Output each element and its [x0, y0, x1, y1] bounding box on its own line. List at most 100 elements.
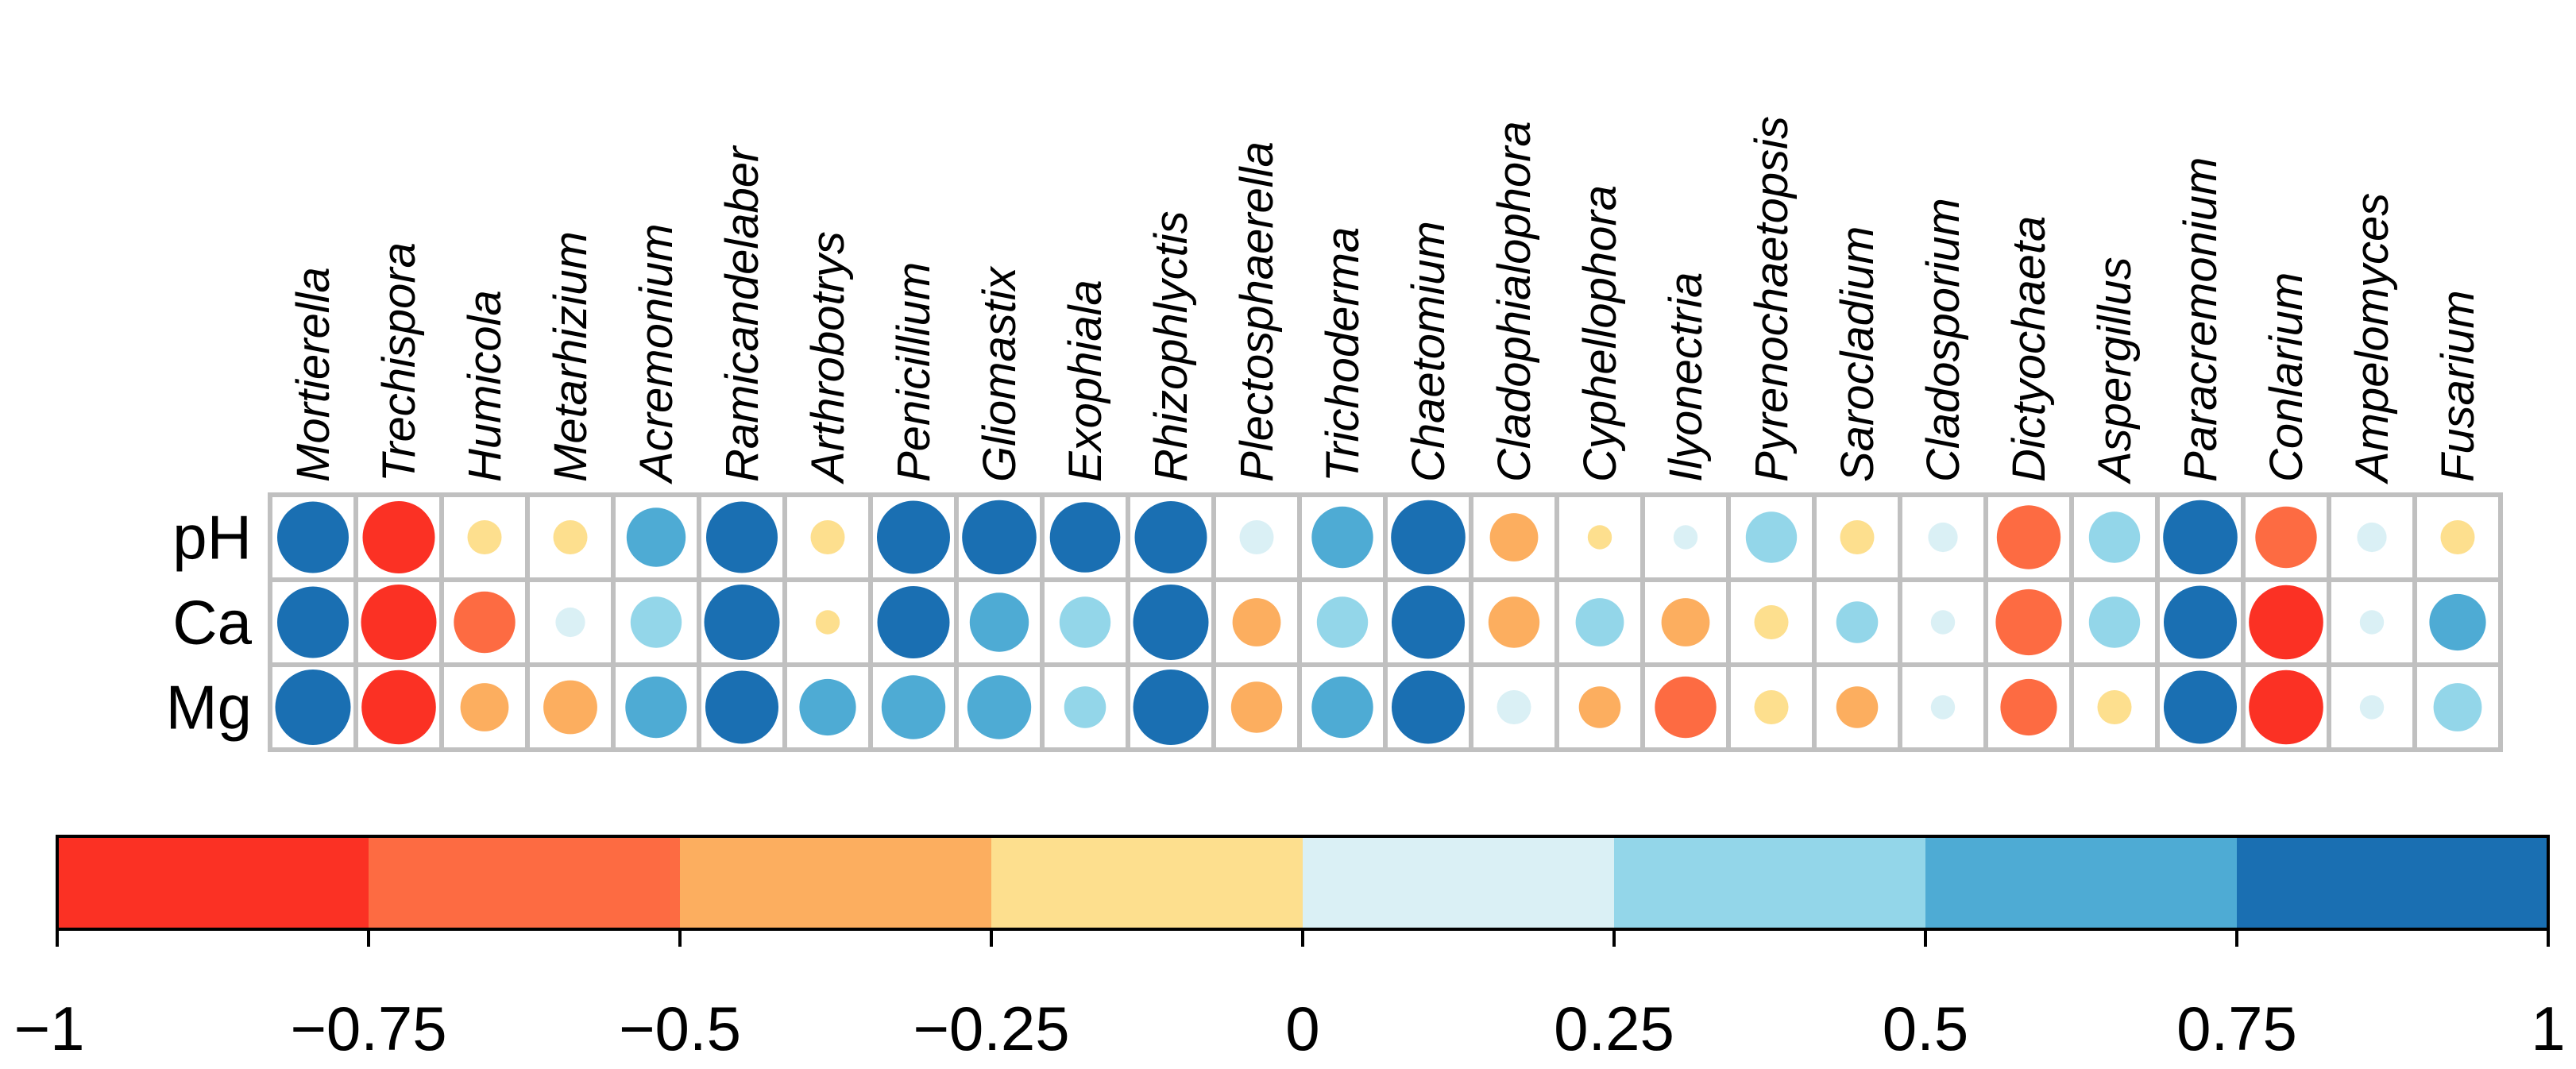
column-label: Trechispora: [373, 242, 425, 482]
correlation-dot: [1754, 690, 1789, 724]
colorbar: [56, 835, 2550, 931]
column-label: Cyphellophora: [1574, 185, 1626, 482]
column-label: Exophiala: [1060, 280, 1111, 482]
correlation-dot: [2097, 690, 2132, 724]
correlation-dot: [1059, 596, 1111, 648]
colorbar-tick-label: −0.75: [290, 994, 446, 1063]
column-label: Gliomastix: [974, 265, 1025, 482]
correlation-dot: [2000, 678, 2057, 736]
correlation-dot: [553, 520, 588, 554]
correlation-dot: [2359, 610, 2385, 635]
correlation-dot: [706, 501, 778, 573]
column-label: Rhizophlyctis: [1145, 210, 1197, 482]
column-label: Ilyonectria: [1660, 272, 1712, 482]
column-label: Fusarium: [2432, 290, 2484, 482]
correlation-dot: [1392, 670, 1465, 744]
correlation-dot: [1311, 676, 1373, 739]
correlation-dot: [2164, 670, 2237, 744]
correlation-dot: [1995, 589, 2062, 656]
correlation-dot: [1311, 506, 1373, 569]
correlation-dot: [543, 680, 597, 735]
correlation-dot: [1230, 681, 1283, 733]
column-label: Mortierella: [288, 267, 339, 482]
correlation-dot: [1134, 501, 1207, 573]
correlation-dot: [969, 592, 1029, 652]
correlation-dot: [1133, 585, 1209, 660]
colorbar-tick-label: 1: [2531, 994, 2565, 1063]
correlation-dot: [1836, 601, 1879, 643]
colorbar-bin: [2237, 836, 2548, 929]
correlation-dot: [1745, 511, 1798, 563]
correlation-dot: [1064, 686, 1106, 728]
column-label: Chaetomium: [1403, 221, 1454, 482]
correlation-dot: [1497, 690, 1531, 724]
correlation-dot: [277, 586, 349, 658]
column-label: Penicillium: [888, 262, 940, 482]
correlation-dot: [277, 501, 349, 573]
correlation-dot: [1391, 500, 1466, 575]
colorbar-tick-label: 0.5: [1883, 994, 1968, 1063]
row-label: Mg: [166, 673, 252, 743]
correlation-dot: [810, 520, 845, 554]
correlation-dot: [2088, 596, 2141, 648]
column-label: Conlarium: [2261, 272, 2312, 482]
correlation-dot: [361, 585, 437, 660]
correlation-dot: [1392, 585, 1465, 659]
correlation-dot: [2255, 506, 2317, 569]
column-label: Pyrenochaetopsis: [1746, 116, 1798, 482]
correlation-dot: [877, 500, 950, 574]
colorbar-bin: [1303, 836, 1614, 929]
correlation-dot: [460, 683, 509, 731]
correlation-dot: [1488, 596, 1540, 648]
column-label: Humicola: [459, 290, 511, 482]
correlation-dot: [1232, 598, 1281, 646]
correlation-dot: [1996, 505, 2061, 569]
column-label: Metarhizium: [545, 231, 597, 482]
colorbar-bin: [1925, 836, 2237, 929]
colorbar-tick-label: −0.5: [619, 994, 741, 1063]
correlation-dot: [1239, 520, 1274, 554]
row-label: Ca: [172, 588, 252, 658]
column-label: Ramicandelaber: [716, 145, 768, 482]
correlation-dot: [962, 500, 1037, 575]
correlation-dot: [2429, 593, 2486, 651]
correlation-dot: [1489, 513, 1539, 562]
correlation-dot: [454, 591, 516, 654]
correlation-dot: [2164, 585, 2237, 659]
column-label: Ampelomyces: [2346, 193, 2398, 484]
correlation-dot: [704, 585, 780, 660]
correlation-dot: [1928, 522, 1958, 553]
colorbar-ticks: −1 −0.75 −0.5 −0.25 0 0.25 0.5 0.75 1: [14, 929, 2566, 1063]
correlation-dot: [1836, 686, 1879, 728]
correlation-dot: [625, 676, 687, 739]
correlation-dot: [881, 675, 946, 739]
correlation-dot: [1049, 502, 1121, 573]
colorbar-bin: [991, 836, 1303, 929]
column-label: Plectosphaerella: [1231, 141, 1283, 482]
colorbar-bin: [1614, 836, 1925, 929]
correlation-dot: [1661, 598, 1710, 646]
column-label: Arthrobotrys: [802, 231, 854, 484]
correlation-dot: [1673, 525, 1698, 550]
column-label: Cladosporium: [1918, 198, 1969, 482]
correlation-dot: [2359, 695, 2385, 720]
column-label: Paracremonium: [2175, 157, 2226, 482]
correlation-dot: [815, 610, 840, 635]
correlation-dot: [555, 607, 585, 638]
correlation-dot: [2163, 500, 2238, 575]
colorbar-tick-label: 0.75: [2176, 994, 2297, 1063]
colorbar-bin: [369, 836, 680, 929]
correlation-dot: [1754, 605, 1789, 639]
correlation-dot: [2088, 511, 2141, 563]
correlation-dot: [967, 675, 1032, 739]
correlation-dot: [361, 670, 436, 745]
column-label: Dictyochaeta: [2003, 216, 2055, 482]
column-label: Sarocladium: [1832, 226, 1883, 482]
row-labels: pH Ca Mg: [166, 503, 253, 743]
colorbar-tick-label: 0.25: [1554, 994, 1674, 1063]
correlation-dot: [799, 678, 856, 736]
colorbar-tick-label: −1: [14, 994, 85, 1063]
correlation-dot: [705, 670, 778, 744]
correlation-dot: [1930, 610, 1956, 635]
